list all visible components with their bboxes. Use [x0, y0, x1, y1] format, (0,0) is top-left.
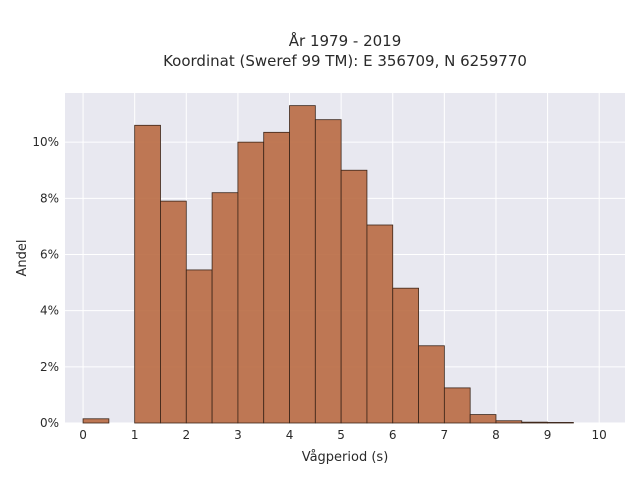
histogram-bar	[82, 418, 110, 424]
x-tick-label: 3	[234, 428, 242, 442]
x-tick-label: 0	[79, 428, 87, 442]
bars	[82, 105, 574, 424]
histogram-bar	[314, 119, 342, 424]
x-tick-label: 6	[389, 428, 397, 442]
chart-title-line1: År 1979 - 2019	[289, 31, 402, 50]
x-tick-label: 9	[544, 428, 552, 442]
x-axis-label: Vågperiod (s)	[302, 450, 389, 465]
y-tick-labels: 0% 2% 4% 6% 8% 10%	[32, 135, 59, 430]
histogram-bar	[263, 131, 290, 424]
histogram-bar	[418, 345, 445, 424]
histogram-bar	[469, 414, 497, 424]
x-tick-label: 1	[131, 428, 139, 442]
histogram-bar	[185, 269, 213, 424]
y-tick-label: 2%	[40, 360, 59, 374]
x-tick-label: 5	[337, 428, 345, 442]
x-tick-labels: 0 1 2 3 4 5 6 7 8 9 10	[79, 428, 607, 442]
y-axis-label: Andel	[15, 240, 30, 277]
y-tick-label: 0%	[40, 416, 59, 430]
histogram-bar	[211, 192, 239, 424]
y-tick-label: 6%	[40, 247, 59, 261]
histogram-bar	[495, 420, 523, 424]
x-tick-label: 8	[492, 428, 500, 442]
x-tick-label: 4	[286, 428, 294, 442]
chart-title-line2: Koordinat (Sweref 99 TM): E 356709, N 62…	[163, 52, 527, 70]
histogram-bar	[392, 287, 419, 424]
histogram-bar	[237, 141, 265, 424]
y-tick-label: 4%	[40, 304, 59, 318]
histogram-bar	[134, 124, 161, 424]
y-tick-label: 10%	[32, 135, 59, 149]
x-tick-label: 10	[592, 428, 607, 442]
histogram-bar	[160, 200, 187, 424]
histogram-bar	[340, 169, 368, 424]
histogram-bar	[521, 421, 548, 424]
x-tick-label: 2	[182, 428, 190, 442]
x-tick-label: 7	[441, 428, 449, 442]
histogram-bar	[289, 105, 316, 424]
histogram-bar	[366, 224, 394, 424]
histogram-bar	[547, 422, 574, 424]
y-tick-label: 8%	[40, 191, 59, 205]
histogram-bar	[443, 387, 471, 424]
